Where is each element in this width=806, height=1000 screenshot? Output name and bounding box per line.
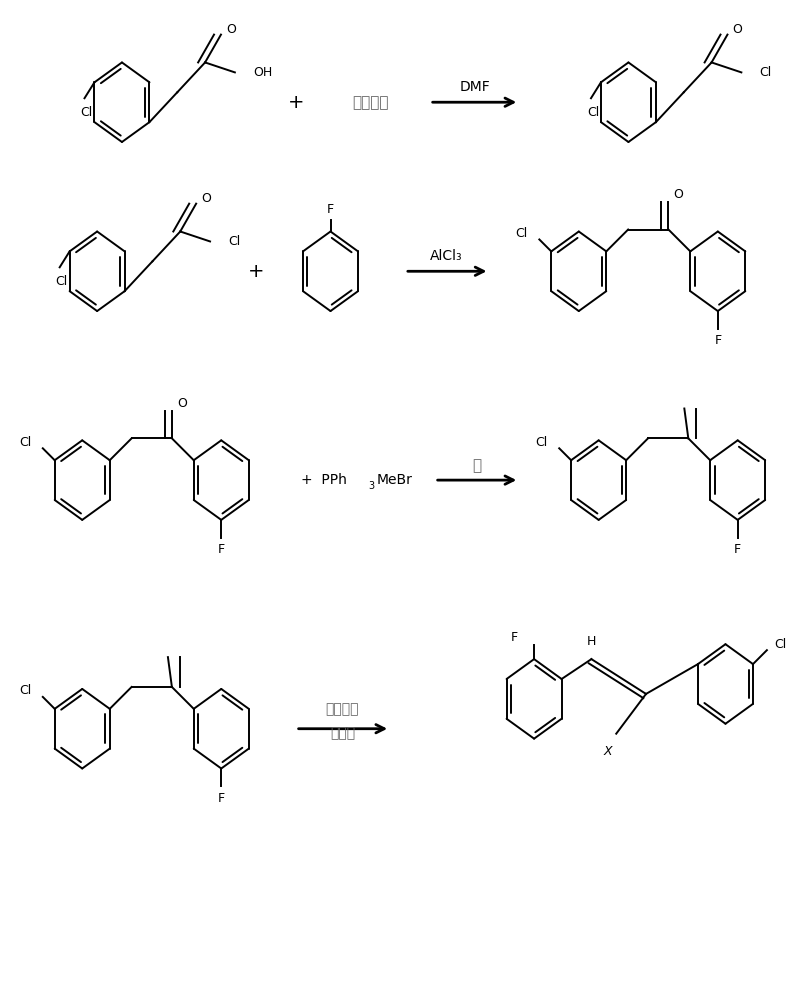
Text: Cl: Cl [81,106,93,119]
Text: Cl: Cl [228,235,240,248]
Text: +  PPh: + PPh [301,473,347,487]
Text: 3: 3 [368,481,374,491]
Text: 催化剂: 催化剂 [330,727,355,741]
Text: F: F [714,334,721,347]
Text: F: F [327,203,334,216]
Text: Cl: Cl [759,66,771,79]
Text: 卤化试剂: 卤化试剂 [326,702,359,716]
Text: Cl: Cl [56,275,68,288]
Text: +: + [288,93,304,112]
Text: X: X [604,745,613,758]
Text: H: H [587,635,596,648]
Text: F: F [511,631,517,644]
Text: MeBr: MeBr [376,473,412,487]
Text: DMF: DMF [459,80,490,94]
Text: O: O [226,23,236,36]
Text: OH: OH [253,66,272,79]
Text: F: F [218,543,225,556]
Text: F: F [218,792,225,805]
Text: O: O [733,23,742,36]
Text: Cl: Cl [19,436,31,449]
Text: F: F [734,543,742,556]
Text: Cl: Cl [19,684,31,697]
Text: Cl: Cl [587,106,599,119]
Text: O: O [202,192,211,205]
Text: Cl: Cl [515,227,528,240]
Text: AlCl₃: AlCl₃ [430,249,463,263]
Text: O: O [177,397,187,410]
Text: Cl: Cl [535,436,547,449]
Text: 碱: 碱 [472,458,481,473]
Text: +: + [247,262,264,281]
Text: Cl: Cl [775,638,787,651]
Text: 氯化试剂: 氯化试剂 [352,95,388,110]
Text: O: O [674,188,683,201]
